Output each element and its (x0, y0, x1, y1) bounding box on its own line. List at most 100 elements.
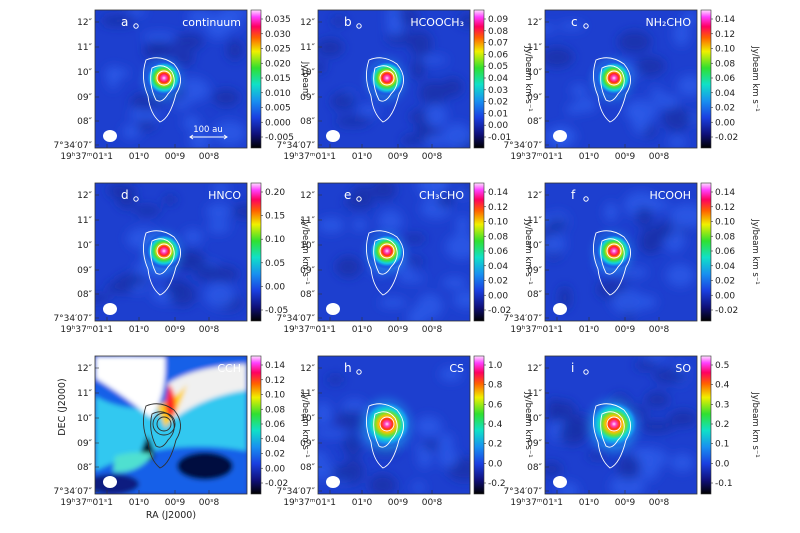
beam-ellipse (103, 303, 117, 315)
dec-tick-label: 09″ (77, 93, 92, 103)
molecule-label: NH₂CHO (645, 16, 691, 29)
colorbar-tick-label: 0.00 (488, 291, 508, 301)
contour-inner (156, 416, 172, 432)
contour-outer (593, 403, 631, 469)
dec-tick-label: 12″ (527, 191, 542, 201)
ra-tick-label: 00ˢ9 (165, 152, 186, 162)
colorbar-tick-label: 0.04 (488, 74, 508, 84)
colorbar-tick-label: -0.02 (488, 306, 511, 316)
contours (143, 230, 181, 296)
dec-tick-label: 08″ (527, 117, 542, 127)
molecule-label: SO (675, 362, 691, 375)
dec-tick-label: 12″ (300, 364, 315, 374)
colorbar-tick-label: 0.00 (488, 121, 508, 131)
contours (593, 230, 631, 296)
colorbar-unit-label: Jy/beam km s⁻¹ (300, 218, 310, 284)
ra-tick-label: 00ˢ8 (422, 152, 443, 162)
contour-inner (606, 416, 622, 432)
beam-ellipse (103, 476, 117, 488)
colorbar-tick-label: 1.0 (488, 361, 503, 371)
beam-ellipse (553, 130, 567, 142)
dec-tick-label: 10″ (77, 241, 92, 251)
marker-circle (133, 369, 139, 375)
panel-letter: a (121, 15, 128, 29)
colorbar (700, 9, 712, 149)
ra-tick-label: 19ʰ37ᵐ01ˢ1 (510, 325, 563, 335)
molecule-label: CH₃CHO (419, 189, 464, 202)
ra-tick-label: 00ˢ9 (615, 325, 636, 335)
source-emission (362, 400, 412, 448)
panel-frame (317, 9, 471, 149)
panel-frame (94, 355, 248, 495)
ra-tick-label: 01ˢ0 (352, 325, 373, 335)
ra-tick-label: 19ʰ37ᵐ01ˢ1 (283, 152, 336, 162)
panel-image (545, 183, 697, 321)
molecule-label: continuum (182, 16, 241, 29)
colorbar-tick-label: 0.3 (715, 400, 729, 410)
ra-tick-label: 00ˢ9 (388, 325, 409, 335)
panel-image: 100 au (95, 10, 247, 148)
colorbar-unit-label: Jy/beam km s⁻¹ (523, 45, 533, 111)
ra-tick-label: 19ʰ37ᵐ01ˢ1 (283, 498, 336, 508)
contour-inner-2 (152, 412, 176, 436)
ra-tick-label: 00ˢ8 (422, 498, 443, 508)
dec-tick-label: 08″ (77, 463, 92, 473)
ra-tick-label: 00ˢ8 (199, 152, 220, 162)
colorbar-tick-label: 0.00 (715, 291, 735, 301)
colorbar-tick-label: 0.2 (488, 440, 502, 450)
contour-inner (156, 70, 172, 86)
colorbar-unit-label: Jy/beam km s⁻¹ (750, 391, 760, 457)
colorbar-tick-label: 0.06 (715, 74, 735, 84)
dec-tick-label: 10″ (300, 414, 315, 424)
molecule-label: HCOOH (649, 189, 691, 202)
marker-circle (356, 369, 362, 375)
dec-tick-label: 11″ (300, 389, 315, 399)
colorbar-tick-label: 0.02 (265, 450, 285, 460)
contour-middle (150, 65, 175, 102)
colorbar-tick-label: 0.14 (488, 188, 508, 198)
beam-ellipse (326, 130, 340, 142)
colorbar-tick-label: 0.04 (265, 435, 285, 445)
colorbar-tick-label: 0.06 (488, 50, 508, 60)
colorbar-tick-label: 0.14 (715, 188, 735, 198)
contours (366, 230, 404, 296)
contours (593, 57, 631, 123)
colorbar-tick-label: 0.2 (715, 420, 729, 430)
colorbar-tick-label: 0.00 (265, 464, 285, 474)
panel-letter: d (121, 188, 129, 202)
ra-tick-label: 19ʰ37ᵐ01ˢ1 (60, 152, 113, 162)
y-axis-label: DEC (J2000) (57, 378, 68, 435)
dec-tick-label: 09″ (527, 93, 542, 103)
ra-tick-label: 00ˢ8 (649, 325, 670, 335)
panel-frame (94, 182, 248, 322)
panel-image (318, 183, 470, 321)
ra-tick-label: 19ʰ37ᵐ01ˢ1 (283, 325, 336, 335)
dec-tick-label: 7°34′07″ (53, 487, 92, 497)
dec-tick-label: 08″ (300, 463, 315, 473)
ra-tick-label: 19ʰ37ᵐ01ˢ1 (60, 325, 113, 335)
dec-tick-label: 12″ (77, 364, 92, 374)
dec-tick-label: 08″ (77, 290, 92, 300)
panel-image (318, 356, 470, 494)
colorbar-tick-label: 0.03 (488, 86, 508, 96)
colorbar-tick-label: 0.010 (265, 89, 291, 99)
dec-tick-label: 08″ (527, 463, 542, 473)
panel-image (545, 10, 697, 148)
dec-tick-label: 10″ (300, 68, 315, 78)
marker-circle (356, 196, 362, 202)
contour-outer (143, 57, 181, 123)
ra-tick-label: 01ˢ0 (129, 325, 150, 335)
panel-letter: h (344, 361, 352, 375)
colorbar-tick-label: 0.10 (715, 45, 735, 55)
colorbar-tick-label: 0.10 (265, 235, 285, 245)
dec-tick-label: 09″ (77, 266, 92, 276)
colorbar-unit-label: Jy/beam km s⁻¹ (750, 45, 760, 111)
colorbar-tick-label: 0.04 (715, 89, 735, 99)
ra-tick-label: 00ˢ9 (165, 498, 186, 508)
contour-inner (379, 243, 395, 259)
contour-middle (373, 238, 398, 275)
molecule-label: CS (449, 362, 464, 375)
marker-circle (133, 196, 139, 202)
colorbar (473, 355, 485, 495)
colorbar-tick-label: 0.12 (715, 30, 735, 40)
